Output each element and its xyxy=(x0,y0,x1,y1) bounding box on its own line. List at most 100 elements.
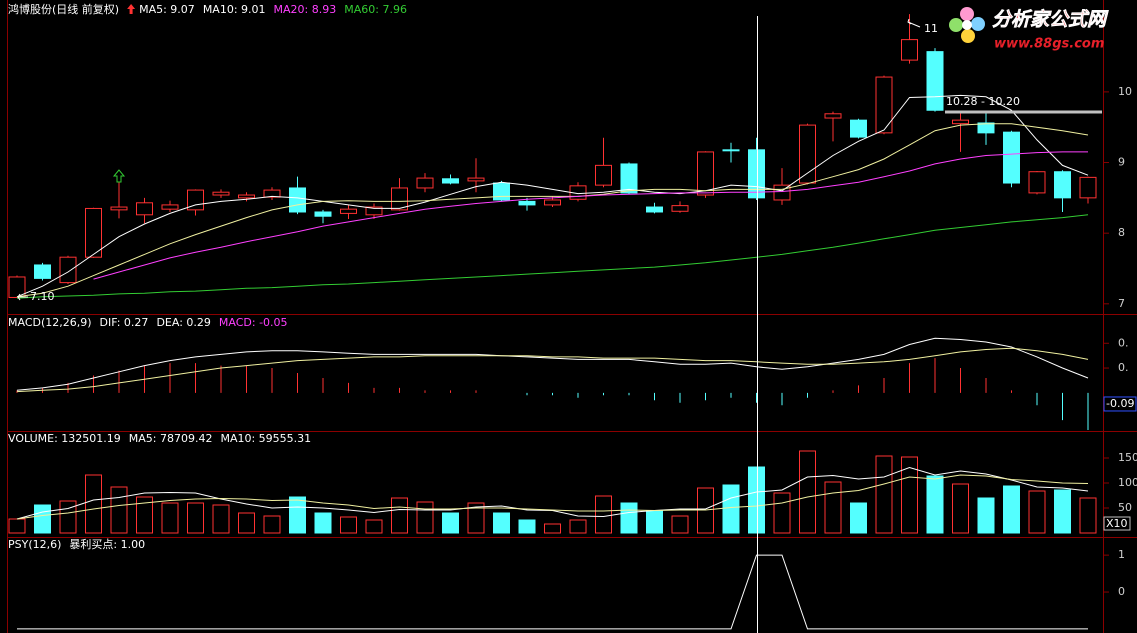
candle-body xyxy=(1079,176,1097,199)
candle-body xyxy=(161,204,179,210)
unit-label: X10 xyxy=(1106,517,1128,530)
volume-bar xyxy=(212,504,230,534)
y-tick-label: 8 xyxy=(1118,226,1125,239)
annotation: 10.28 - 10.20 xyxy=(946,95,1020,108)
candle-body xyxy=(442,178,459,184)
series-line xyxy=(93,151,1088,280)
candle-body xyxy=(1028,171,1046,194)
legend-entry: VOLUME: 132501.19 xyxy=(8,432,121,445)
volume-bar xyxy=(8,518,26,534)
candle-body xyxy=(620,163,638,194)
candle-body xyxy=(875,76,893,134)
candle-body xyxy=(289,187,306,213)
volume-bar xyxy=(110,486,128,534)
volume-bar xyxy=(493,512,510,534)
legend-entry: 暴利买点: 1.00 xyxy=(69,538,145,551)
volume-bar xyxy=(34,504,51,534)
legend-entry: MA20: 8.93 xyxy=(274,3,337,16)
candle-body xyxy=(544,199,561,206)
candle-body xyxy=(263,189,281,198)
legend-entry: MA10: 59555.31 xyxy=(220,432,311,445)
candle-body xyxy=(8,276,26,298)
volume-bar xyxy=(926,475,944,534)
y-tick-label: 9 xyxy=(1118,156,1125,169)
volume-bar xyxy=(59,500,77,534)
candle-body xyxy=(212,191,230,196)
volume-bar xyxy=(952,483,969,534)
logo-petal xyxy=(960,7,974,21)
candle-body xyxy=(238,194,255,199)
volume-bar xyxy=(824,481,842,534)
legend-entry: DEA: 0.29 xyxy=(156,316,210,329)
volume-bar xyxy=(646,510,663,534)
candle-body xyxy=(926,51,944,111)
volume-bar xyxy=(850,502,867,534)
series-line xyxy=(17,554,1088,630)
volume-bar xyxy=(697,487,714,534)
y-tick-label: 0. xyxy=(1118,361,1129,374)
series-line xyxy=(16,123,1089,298)
legend-entry: MACD: -0.05 xyxy=(219,316,288,329)
volume-bar xyxy=(136,496,153,534)
legend-entry: MA5: 9.07 xyxy=(139,3,195,16)
volume-bar xyxy=(416,501,434,534)
volume-bar xyxy=(1079,497,1097,534)
current-value-box xyxy=(1103,396,1137,412)
candle-body xyxy=(1054,171,1071,199)
volume-bar xyxy=(671,515,689,534)
candle-body xyxy=(391,187,408,211)
volume-bar xyxy=(442,512,459,534)
y-tick-label: 0. xyxy=(1118,336,1129,349)
volume-bar xyxy=(722,484,740,534)
series-line xyxy=(16,474,1089,520)
candle-body xyxy=(493,182,510,201)
volume-bar xyxy=(365,519,383,534)
series-line xyxy=(16,337,1089,391)
y-tick-label: 100 xyxy=(1118,476,1137,489)
y-tick-label: 7 xyxy=(1118,297,1125,310)
annotation-pointer xyxy=(17,293,28,301)
legend-entry: 鸿博股份(日线 前复权) xyxy=(8,2,119,16)
candle-body xyxy=(467,177,485,182)
candle-body xyxy=(952,119,969,125)
volume-bar xyxy=(161,502,179,534)
volume-bar xyxy=(799,450,816,534)
volume-bar xyxy=(773,492,791,534)
current-value-label: -0.09 xyxy=(1106,397,1134,410)
logo-petal xyxy=(971,17,985,31)
volume-bar xyxy=(518,519,536,534)
candle-body xyxy=(187,189,204,211)
legend-arrow xyxy=(127,4,136,14)
candle-body xyxy=(34,264,51,279)
candle-body xyxy=(136,202,153,216)
legend-entry: PSY(12,6) xyxy=(8,538,61,551)
volume-bar xyxy=(263,515,281,534)
candle-body xyxy=(824,113,842,119)
logo-petal xyxy=(961,29,975,43)
candle-body xyxy=(314,211,332,217)
annotation-pointer xyxy=(907,18,921,28)
legend-entry: MA60: 7.96 xyxy=(344,3,407,16)
y-tick-label: 10 xyxy=(1118,85,1132,98)
volume-bar xyxy=(569,519,587,534)
candle-body xyxy=(697,151,714,196)
volume-bar xyxy=(238,512,255,534)
legend-entry: MACD(12,26,9) xyxy=(8,316,92,329)
candle-body xyxy=(646,206,663,213)
volume-bar xyxy=(289,496,306,534)
legend-entry: MA5: 78709.42 xyxy=(129,432,213,445)
candle-body xyxy=(85,207,102,258)
logo: 分析家公式网 www.88gs.com xyxy=(949,7,1109,52)
logo-url: www.88gs.com xyxy=(994,37,1104,52)
candle-body xyxy=(340,208,357,214)
y-tick-label: 50 xyxy=(1118,501,1132,514)
volume-bar xyxy=(544,523,561,534)
volume-bar xyxy=(1054,489,1071,534)
candle-body xyxy=(1003,131,1020,184)
volume-bar xyxy=(467,502,485,534)
volume-bar xyxy=(901,456,918,534)
volume-bar xyxy=(595,495,612,534)
logo-title: 分析家公式网 xyxy=(992,9,1109,31)
candle-body xyxy=(722,149,740,152)
